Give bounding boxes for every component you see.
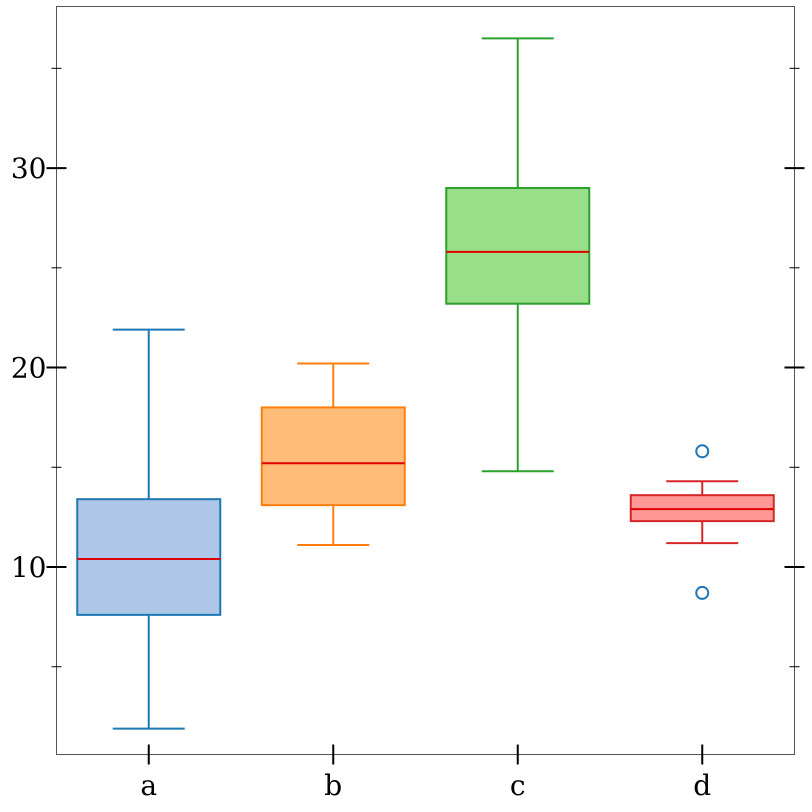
y-axis-ticks: 10 20 30: [11, 67, 805, 668]
x-axis-ticks: a b c d: [140, 744, 711, 802]
y-tick-label: 30: [11, 152, 47, 185]
box-d: [629, 444, 775, 600]
x-tick-label: d: [693, 769, 711, 802]
box-iqr: [445, 187, 591, 305]
box-iqr: [260, 406, 406, 507]
box-c: [445, 37, 591, 473]
box-b: [260, 362, 406, 547]
box-a: [76, 328, 222, 730]
outlier-point: [695, 585, 710, 600]
box-series: [76, 37, 775, 730]
outlier-point: [695, 444, 710, 459]
x-tick-label: c: [510, 769, 526, 802]
x-tick-label: b: [324, 769, 342, 802]
x-tick-label: a: [140, 769, 157, 802]
y-tick-label: 10: [11, 551, 47, 584]
plot-area-frame: [56, 6, 795, 755]
box-iqr: [76, 498, 222, 616]
y-tick-label: 20: [11, 352, 47, 385]
